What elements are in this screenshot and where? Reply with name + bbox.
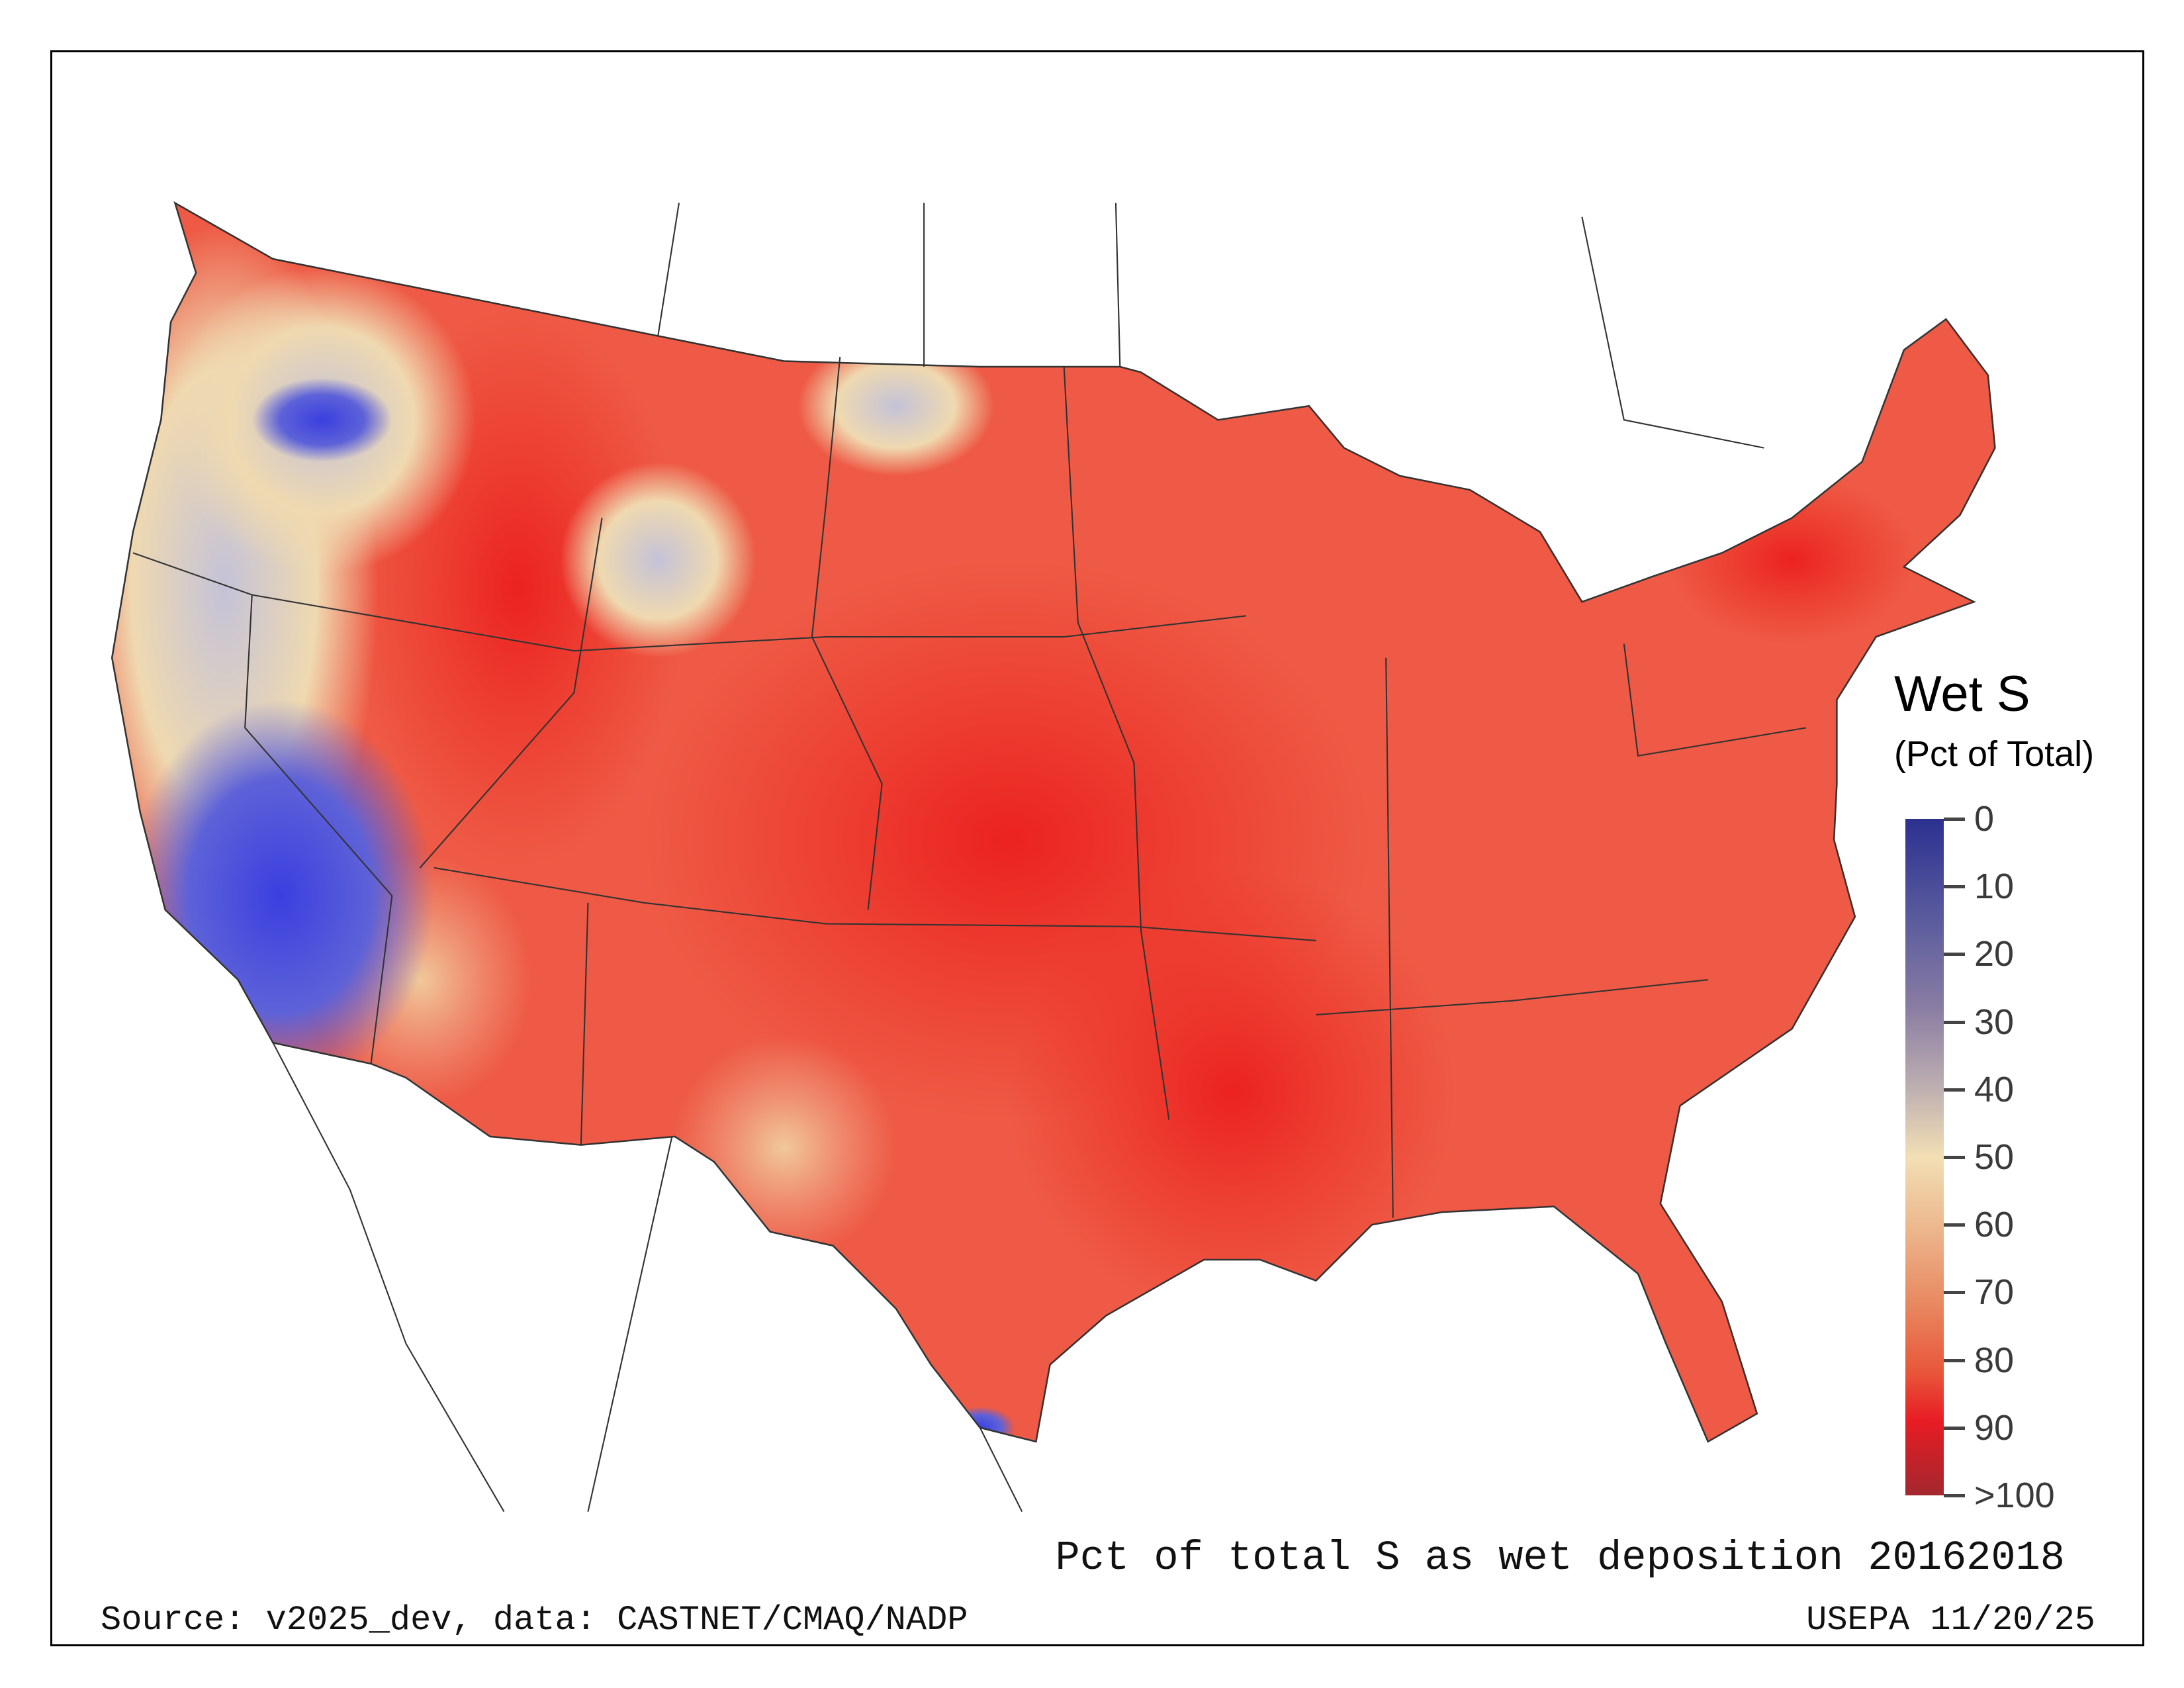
colorbar-tick-label: 80 xyxy=(1974,1340,2015,1380)
colorbar-tick xyxy=(1944,1494,1965,1497)
colorbar-tick xyxy=(1944,1088,1965,1092)
colorbar-tick xyxy=(1944,818,1965,821)
colorbar-tick xyxy=(1944,885,1965,889)
colorbar-tick-label: 70 xyxy=(1974,1272,2015,1313)
map-frame xyxy=(50,50,2144,1646)
legend-subtitle: (Pct of Total) xyxy=(1894,734,2095,774)
colorbar-tick xyxy=(1944,1223,1965,1227)
colorbar-tick-label: 60 xyxy=(1974,1205,2015,1245)
agency-date: USEPA 11/20/25 xyxy=(1806,1601,2095,1640)
colorbar-tick xyxy=(1944,1020,1965,1024)
neighbor-borders xyxy=(272,203,1764,1513)
colorbar-tick xyxy=(1944,953,1965,957)
colorbar-tick-label: >100 xyxy=(1974,1476,2055,1515)
colorbar xyxy=(1905,819,1944,1495)
map-title: Pct of total S as wet deposition 2016201… xyxy=(1055,1534,2065,1581)
colorbar-tick xyxy=(1944,1291,1965,1295)
colorbar-tick-label: 50 xyxy=(1974,1137,2015,1177)
legend-title: Wet S xyxy=(1894,666,2030,722)
colorbar-tick-label: 20 xyxy=(1974,934,2015,974)
colorbar-tick-label: 30 xyxy=(1974,1002,2015,1042)
colorbar-tick-label: 40 xyxy=(1974,1069,2015,1109)
colorbar-tick-label: 10 xyxy=(1974,867,2015,907)
colorbar-tick xyxy=(1944,1156,1965,1159)
colorbar-tick xyxy=(1944,1358,1965,1362)
source-note: Source: v2025_dev, data: CASTNET/CMAQ/NA… xyxy=(101,1601,968,1640)
deposition-field xyxy=(112,203,1995,1442)
state-borders xyxy=(132,357,1807,1218)
colorbar-tick xyxy=(1944,1426,1965,1430)
colorbar-tick-label: 90 xyxy=(1974,1407,2015,1448)
colorbar-tick-label: 0 xyxy=(1974,799,1995,839)
